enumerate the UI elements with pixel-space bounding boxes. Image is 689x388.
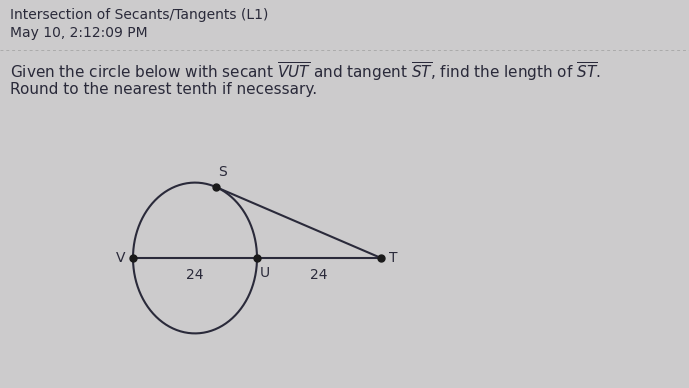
- Text: Intersection of Secants/Tangents (L1): Intersection of Secants/Tangents (L1): [10, 8, 269, 22]
- Point: [127, 255, 138, 261]
- Text: S: S: [218, 165, 227, 179]
- Text: Round to the nearest tenth if necessary.: Round to the nearest tenth if necessary.: [10, 82, 317, 97]
- Text: May 10, 2:12:09 PM: May 10, 2:12:09 PM: [10, 26, 147, 40]
- Text: 24: 24: [186, 268, 204, 282]
- Point: [376, 255, 387, 261]
- Text: 24: 24: [310, 268, 328, 282]
- Point: [251, 255, 263, 261]
- Text: U: U: [260, 266, 270, 280]
- Text: Given the circle below with secant $\overline{VUT}$ and tangent $\overline{ST}$,: Given the circle below with secant $\ove…: [10, 60, 601, 83]
- Point: [210, 184, 221, 190]
- Text: V: V: [116, 251, 125, 265]
- Text: T: T: [389, 251, 398, 265]
